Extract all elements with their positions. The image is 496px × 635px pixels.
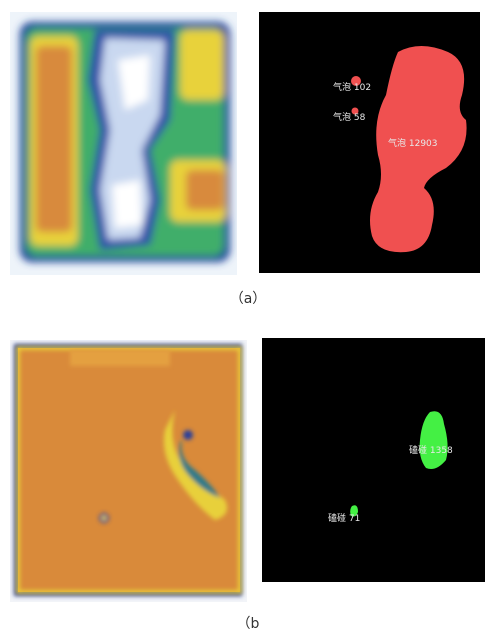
- caption: （a）: [230, 291, 267, 307]
- mask-b: [262, 338, 485, 582]
- defect-label: 磕碰 1358: [409, 444, 453, 456]
- page: 气泡 102 气泡 58 气泡 12903 （a） 磕碰 1358 磕碰 71 …: [0, 0, 496, 635]
- defect-label: 气泡 58: [333, 111, 366, 123]
- heatmap-b: [10, 340, 247, 602]
- defect-label: 气泡 102: [333, 81, 371, 93]
- caption: （b: [237, 616, 260, 632]
- defect-label: 气泡 12903: [388, 137, 438, 149]
- defect-label: 磕碰 71: [328, 512, 360, 524]
- figure: 气泡 102 气泡 58 气泡 12903 （a） 磕碰 1358 磕碰 71 …: [0, 0, 496, 635]
- heatmap-a: [10, 12, 237, 275]
